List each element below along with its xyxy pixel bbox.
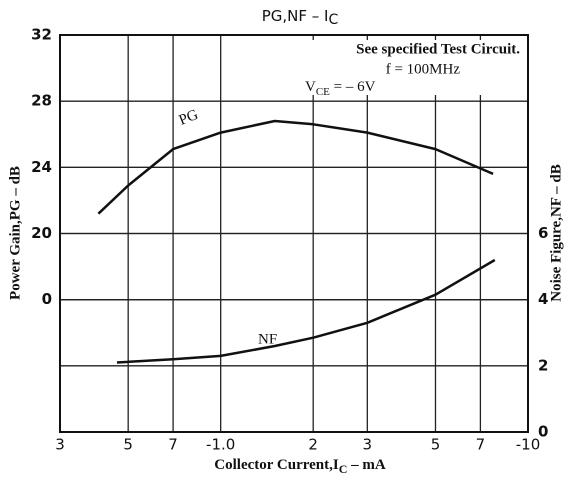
condition: VCE = – 6V <box>305 79 376 97</box>
plot-frame <box>59 34 529 433</box>
y-tick-label: 24 <box>31 158 52 176</box>
x-axis-label-main: Collector Current,I <box>214 457 339 473</box>
x-tick-label: 3 <box>55 436 65 454</box>
y2-tick-label: 2 <box>538 356 548 374</box>
x-tick-label: -1.0 <box>206 436 235 454</box>
condition-main: V <box>305 79 316 95</box>
y-axis-label: Power Gain,PG – dB <box>7 166 23 300</box>
x-tick-label: 3 <box>363 436 373 454</box>
chart-title-main: PG,NF – I <box>262 7 329 25</box>
series-line <box>116 258 496 364</box>
x-tick-label: 5 <box>123 436 133 454</box>
x-tick-label: 2 <box>308 436 318 454</box>
x-tick-label: -10 <box>516 436 541 454</box>
series-line <box>97 119 494 215</box>
chart-title: PG,NF – IC <box>262 7 339 29</box>
condition-rest: = – 6V <box>330 79 376 95</box>
annotation-bg <box>268 40 524 95</box>
y2-axis-label: Noise Figure,NF – dB <box>548 164 564 302</box>
series-label: PG <box>177 107 201 129</box>
condition-sub: CE <box>316 86 330 98</box>
x-axis-label-rest: – mA <box>347 457 385 473</box>
x-axis-label-sub: C <box>339 462 348 476</box>
y2-tick-label: 6 <box>538 224 548 242</box>
y2-tick-label: 4 <box>538 290 548 308</box>
chart-title-sub: C <box>328 12 338 28</box>
x-tick-label: 7 <box>168 436 178 454</box>
x-tick-label: 7 <box>476 436 486 454</box>
annotation: f = 100MHz <box>386 61 461 77</box>
y-tick-label: 0 <box>42 290 52 308</box>
annotation: See specified Test Circuit. <box>356 41 520 57</box>
x-tick-label: 5 <box>431 436 441 454</box>
y-tick-label: 28 <box>31 92 52 110</box>
series-label: NF <box>258 331 277 347</box>
y-tick-label: 20 <box>31 224 52 242</box>
x-axis-label: Collector Current,IC – mA <box>214 457 386 475</box>
y-tick-label: 32 <box>31 26 52 44</box>
y2-tick-label: 0 <box>538 423 548 441</box>
